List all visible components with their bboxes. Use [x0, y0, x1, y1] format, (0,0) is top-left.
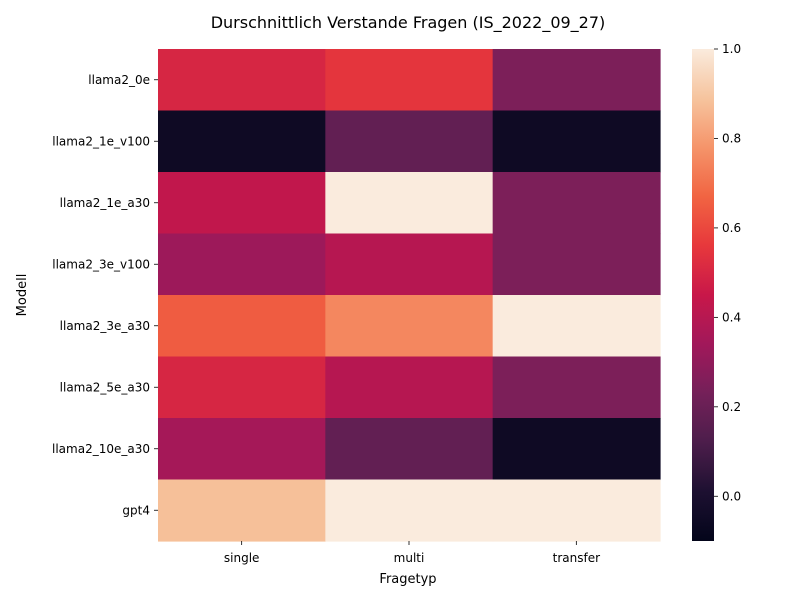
heatmap-cell — [158, 479, 326, 542]
row-label: llama2_5e_a30 — [60, 380, 150, 394]
heatmap-cell — [158, 233, 326, 296]
heatmap-cell — [492, 110, 661, 173]
y-axis-label: Modell — [15, 274, 30, 317]
column-labels: single multi transfer — [224, 541, 600, 565]
row-label: llama2_3e_a30 — [60, 319, 150, 333]
x-axis-label: Fragetyp — [379, 572, 436, 587]
row-label: llama2_3e_v100 — [52, 257, 150, 271]
heatmap-cell — [325, 295, 494, 358]
row-label: llama2_1e_a30 — [60, 196, 150, 210]
heatmap-cell — [492, 479, 661, 542]
heatmap-cell — [158, 49, 326, 112]
colorbar-tick-label: 1.0 — [722, 42, 741, 56]
heatmap-cell — [158, 295, 326, 358]
row-label: gpt4 — [122, 503, 150, 517]
row-labels: llama2_0e llama2_1e_v100 llama2_1e_a30llam… — [52, 73, 158, 517]
heatmap-cell — [325, 418, 494, 481]
colorbar-tick-label: 0.4 — [722, 310, 741, 324]
heatmap-cell — [325, 172, 494, 235]
heatmap-cell — [492, 172, 661, 235]
heatmap-cell — [492, 418, 661, 481]
heatmap-cells — [158, 49, 661, 542]
heatmap-cell — [158, 356, 326, 419]
heatmap-cell — [158, 418, 326, 481]
row-label: llama2_1e_v100 — [52, 134, 150, 148]
heatmap-cell — [158, 172, 326, 235]
heatmap-cell — [325, 49, 494, 112]
colorbar-tick-label: 0.2 — [722, 400, 741, 414]
column-label: transfer — [553, 551, 600, 565]
heatmap-cell — [325, 110, 494, 173]
heatmap-cell — [492, 49, 661, 112]
heatmap-cell — [492, 295, 661, 358]
heatmap-cell — [492, 356, 661, 419]
row-label: llama2_10e_a30 — [52, 442, 150, 456]
colorbar-tick-label: 0.6 — [722, 221, 741, 235]
heatmap-cell — [325, 479, 494, 542]
colorbar-ticks: 0.0 0.2 0.4 0.6 0.8 1.0 — [714, 42, 741, 503]
row-label: llama2_0e — [88, 73, 150, 87]
colorbar-tick-label: 0.0 — [722, 489, 741, 503]
column-label: multi — [394, 551, 425, 565]
colorbar — [692, 49, 714, 541]
heatmap-cell — [325, 233, 494, 296]
colorbar-tick-label: 0.8 — [722, 131, 741, 145]
heatmap-cell — [158, 110, 326, 173]
heatmap-cell — [325, 356, 494, 419]
chart-title: Durschnittlich Verstande Fragen (IS_2022… — [211, 13, 606, 33]
column-label: single — [224, 551, 260, 565]
heatmap-cell — [492, 233, 661, 296]
